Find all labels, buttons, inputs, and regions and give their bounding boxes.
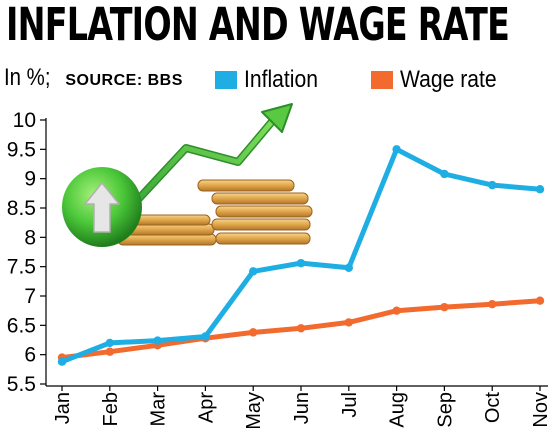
- y-tick-label: 9.5: [7, 138, 36, 161]
- y-tick-label: 5.5: [7, 373, 36, 396]
- y-axis-ticks: 5.5 6 6.5 7 7.5 8 8.5 9 9.5 10: [7, 109, 46, 396]
- data-point-inflation: [296, 258, 306, 268]
- data-point-inflation: [535, 185, 545, 194]
- x-tick-label: Jul: [339, 392, 361, 418]
- x-tick-label: Jan: [52, 392, 74, 424]
- y-tick-label: 6.5: [7, 314, 36, 337]
- data-point-wage-rate: [249, 328, 258, 337]
- data-point-inflation: [392, 145, 401, 154]
- coin-stack-icon: [117, 179, 313, 246]
- data-point-inflation: [249, 267, 258, 276]
- data-point-inflation: [344, 263, 353, 273]
- legend-label-wage-rate: Wage rate: [400, 66, 497, 93]
- series-layer: [57, 145, 545, 366]
- data-point-inflation: [57, 357, 67, 366]
- data-point-wage-rate: [440, 302, 449, 312]
- x-tick-label: Nov: [530, 392, 552, 428]
- data-point-inflation: [153, 336, 162, 345]
- legend-item-inflation: Inflation: [215, 66, 328, 94]
- data-point-wage-rate: [392, 306, 401, 315]
- legend-swatch-wage-rate: [371, 71, 393, 89]
- y-tick-label: 6: [24, 344, 36, 367]
- legend-swatch-inflation: [215, 71, 237, 89]
- illustration: [62, 103, 313, 247]
- x-tick-label: Jun: [291, 392, 313, 424]
- x-tick-label: May: [243, 392, 265, 428]
- data-point-inflation: [488, 180, 497, 190]
- x-tick-label: Sep: [434, 392, 456, 428]
- x-tick-label: Oct: [482, 392, 504, 424]
- x-tick-label: Feb: [100, 392, 122, 426]
- unit-label: In %;: [4, 64, 51, 91]
- data-point-wage-rate: [344, 318, 353, 327]
- y-tick-label: 7: [24, 285, 36, 308]
- x-tick-label: Apr: [195, 392, 217, 423]
- data-point-wage-rate: [535, 296, 545, 305]
- x-axis-ticks: Jan Feb Mar Apr May Jun Jul Aug Sep Oct Nov: [52, 386, 552, 428]
- data-point-inflation: [105, 338, 115, 348]
- x-tick-label: Mar: [148, 392, 170, 427]
- data-point-inflation: [440, 169, 449, 179]
- data-point-wage-rate: [296, 324, 306, 333]
- trend-arrow-icon: [128, 103, 293, 210]
- data-point-wage-rate: [488, 300, 497, 309]
- y-tick-label: 8: [24, 226, 36, 249]
- source-label: SOURCE: BBS: [65, 72, 183, 89]
- y-tick-label: 7.5: [7, 256, 36, 279]
- chart-subtitle: In %; SOURCE: BBS: [4, 64, 183, 92]
- legend-item-wage-rate: Wage rate: [371, 66, 510, 94]
- data-point-wage-rate: [105, 347, 115, 356]
- x-tick-label: Aug: [387, 392, 409, 428]
- chart-title: INFLATION AND WAGE RATE: [6, 0, 510, 51]
- legend-label-inflation: Inflation: [244, 66, 318, 93]
- chart-axes: 5.5 6 6.5 7 7.5 8 8.5 9 9.5 10 Jan Feb Mar Apr May Jun…: [7, 109, 552, 428]
- up-arrow-icon: [62, 167, 142, 247]
- y-tick-label: 10: [13, 109, 36, 132]
- y-tick-label: 9: [24, 168, 36, 191]
- data-point-inflation: [201, 332, 210, 341]
- y-tick-label: 8.5: [7, 197, 36, 220]
